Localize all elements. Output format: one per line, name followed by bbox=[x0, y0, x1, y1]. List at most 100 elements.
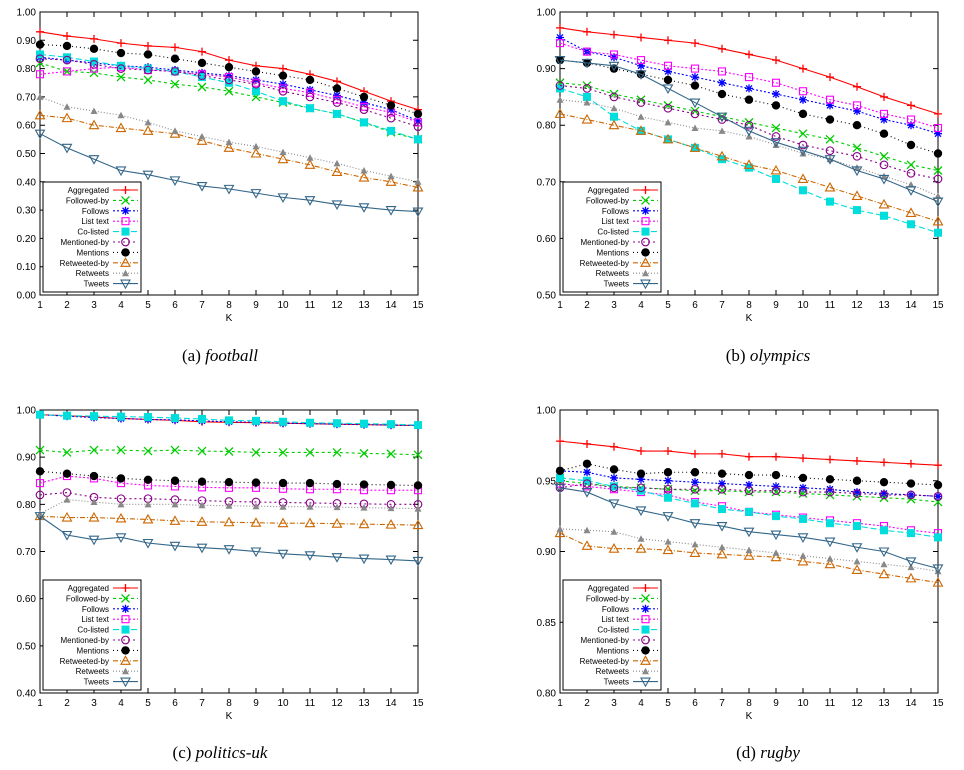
data-point bbox=[906, 168, 916, 178]
data-point bbox=[610, 528, 618, 535]
data-point bbox=[879, 129, 889, 138]
data-point bbox=[143, 475, 153, 485]
y-tick-label: 0.95 bbox=[537, 476, 557, 487]
series-line-tweets bbox=[559, 59, 939, 203]
data-point bbox=[279, 97, 287, 106]
data-point bbox=[825, 134, 835, 144]
legend-entry: Follows bbox=[602, 605, 629, 614]
data-point bbox=[718, 155, 726, 164]
data-point bbox=[304, 196, 316, 206]
data-point bbox=[905, 572, 917, 583]
legend-entry: Mentions bbox=[597, 646, 629, 655]
data-point bbox=[35, 40, 45, 49]
data-point bbox=[171, 127, 179, 134]
legend-entry: Retweets bbox=[596, 269, 629, 278]
data-point bbox=[716, 548, 728, 559]
data-point bbox=[144, 64, 152, 73]
legend-marker bbox=[121, 206, 130, 215]
data-point bbox=[305, 92, 315, 102]
data-point bbox=[62, 67, 72, 76]
legend-entry: Follows bbox=[82, 207, 109, 216]
caption-dataset: rugby bbox=[760, 743, 800, 762]
legend-entry: Tweets bbox=[84, 678, 109, 687]
data-point bbox=[934, 192, 942, 199]
data-point bbox=[662, 133, 674, 144]
data-point bbox=[251, 447, 261, 457]
series-tweets bbox=[34, 129, 424, 218]
y-tick-label: 0.60 bbox=[17, 594, 37, 605]
data-point bbox=[332, 95, 342, 104]
data-point bbox=[36, 510, 44, 517]
data-point bbox=[196, 181, 208, 192]
x-tick-label: 5 bbox=[145, 300, 151, 311]
data-point bbox=[90, 57, 98, 66]
data-point bbox=[304, 551, 316, 561]
data-point bbox=[333, 77, 341, 86]
data-point bbox=[554, 483, 566, 494]
x-tick-label: 13 bbox=[358, 300, 370, 311]
data-point bbox=[224, 447, 234, 456]
legend-entry: Mentioned-by bbox=[61, 238, 109, 247]
data-point bbox=[36, 410, 44, 419]
x-tick-label: 13 bbox=[878, 698, 890, 709]
data-point bbox=[880, 489, 888, 498]
data-point bbox=[250, 517, 262, 527]
data-point bbox=[907, 101, 915, 110]
data-point bbox=[304, 159, 316, 169]
data-point bbox=[90, 498, 98, 505]
data-point bbox=[225, 416, 233, 425]
data-point bbox=[115, 166, 127, 177]
data-point bbox=[198, 68, 206, 77]
data-point bbox=[853, 206, 861, 215]
legend-entry: List text bbox=[81, 217, 109, 226]
data-point bbox=[745, 507, 753, 516]
data-point bbox=[743, 126, 755, 137]
data-point bbox=[933, 123, 943, 133]
data-point bbox=[278, 478, 288, 488]
y-tick-label: 0.80 bbox=[537, 689, 557, 700]
data-point bbox=[799, 514, 807, 523]
data-point bbox=[851, 543, 863, 553]
data-point bbox=[637, 535, 645, 542]
x-tick-label: 10 bbox=[797, 300, 809, 311]
data-point bbox=[853, 107, 861, 116]
x-tick-label: 14 bbox=[905, 698, 917, 709]
data-point bbox=[852, 143, 862, 153]
data-point bbox=[556, 525, 564, 532]
x-tick-label: 12 bbox=[851, 300, 863, 311]
data-point bbox=[663, 484, 673, 494]
series-co-listed bbox=[36, 50, 422, 144]
data-point bbox=[333, 419, 341, 428]
x-axis-label: K bbox=[746, 711, 753, 722]
legend-entry: Mentioned-by bbox=[581, 636, 629, 645]
data-point bbox=[583, 476, 591, 485]
x-tick-label: 6 bbox=[692, 698, 698, 709]
data-point bbox=[171, 414, 179, 423]
legend-entry: List text bbox=[601, 217, 629, 226]
data-point bbox=[412, 519, 424, 530]
data-point bbox=[332, 447, 342, 457]
x-tick-label: 15 bbox=[932, 698, 944, 709]
data-point bbox=[716, 112, 728, 123]
x-tick-label: 12 bbox=[851, 698, 863, 709]
data-point bbox=[359, 102, 369, 111]
y-tick-label: 0.30 bbox=[17, 206, 37, 217]
data-point bbox=[637, 475, 645, 484]
caption-label: (c) bbox=[172, 743, 192, 762]
data-point bbox=[360, 419, 368, 428]
data-point bbox=[718, 543, 726, 551]
series-line-tweets bbox=[39, 515, 419, 562]
data-point bbox=[35, 490, 45, 500]
data-point bbox=[608, 119, 620, 130]
data-point bbox=[852, 101, 862, 110]
data-point bbox=[142, 513, 154, 524]
series-retweets bbox=[36, 496, 422, 517]
series-mentioned-by bbox=[35, 488, 423, 509]
data-point bbox=[797, 173, 809, 184]
legend-entry: Aggregated bbox=[588, 186, 629, 195]
data-point bbox=[35, 70, 45, 79]
data-point bbox=[251, 67, 261, 76]
data-point bbox=[772, 512, 780, 521]
y-tick-label: 0.80 bbox=[17, 500, 37, 511]
